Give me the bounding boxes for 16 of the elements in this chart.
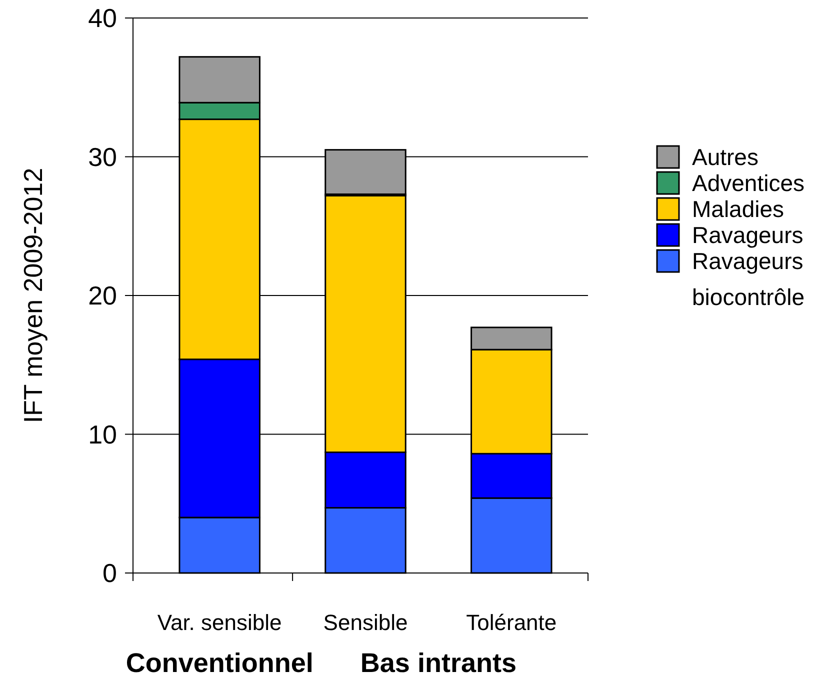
text: Bas intrants [360,648,516,678]
y-axis-title: IFT moyen 2009-2012 [18,168,48,424]
text: Conventionnel [126,648,314,678]
y-tick-label: 0 [102,558,117,588]
y-tick-label: 10 [88,419,117,450]
y-tick-label: 30 [88,142,117,172]
y-tick-label: 40 [88,3,117,34]
x-tick-label: Var. sensible [157,610,282,635]
y-tick-label: 20 [88,280,117,311]
legend-label: Autres [692,144,758,170]
x-tick-label: Tolérante [466,610,557,635]
legend-label: Ravageurs [692,222,804,248]
legend-label: Maladies [692,196,784,222]
legend-label: Ravageurs biocontrôle [692,248,805,310]
legend-label: Adventices [692,170,805,196]
x-tick-label: Sensible [323,610,408,635]
